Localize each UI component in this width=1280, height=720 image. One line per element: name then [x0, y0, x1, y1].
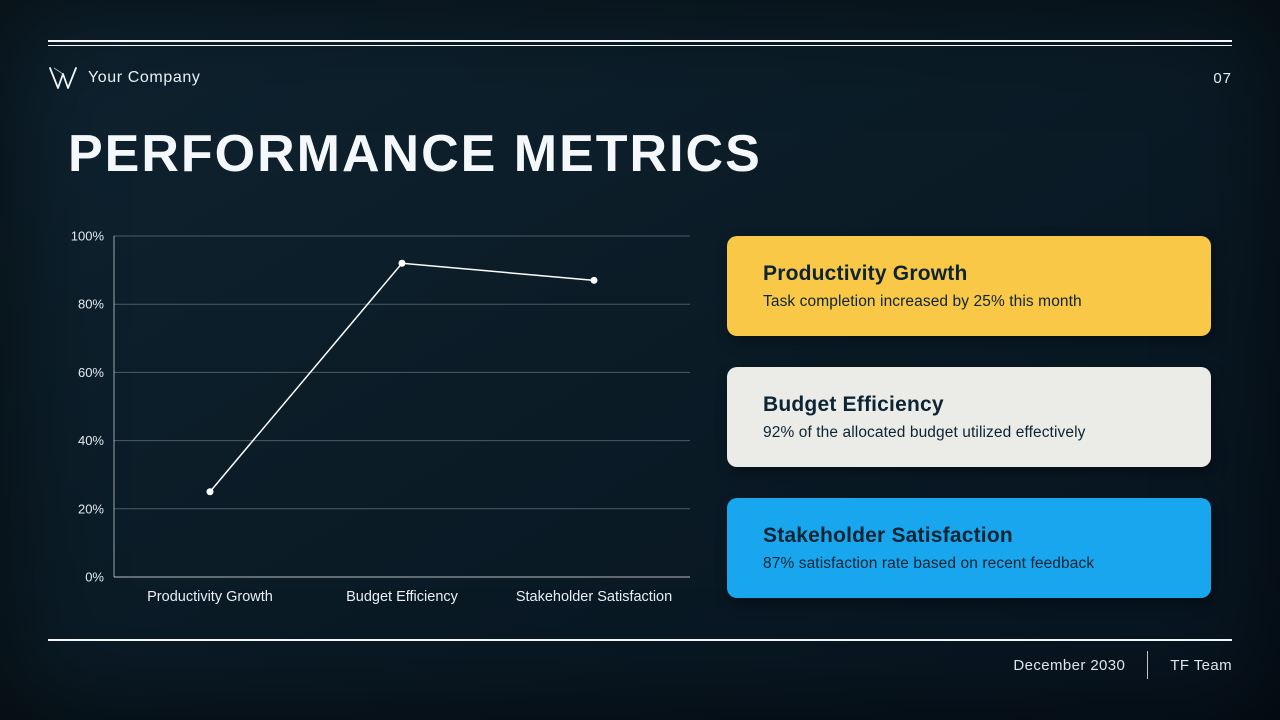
- svg-text:40%: 40%: [78, 433, 104, 448]
- svg-text:Productivity Growth: Productivity Growth: [147, 589, 273, 605]
- svg-text:Budget Efficiency: Budget Efficiency: [346, 589, 459, 605]
- svg-text:60%: 60%: [78, 365, 104, 380]
- card-stakeholder-satisfaction: Stakeholder Satisfaction 87% satisfactio…: [727, 498, 1211, 598]
- svg-text:80%: 80%: [78, 297, 104, 312]
- card-description: Task completion increased by 25% this mo…: [763, 292, 1082, 310]
- svg-text:100%: 100%: [71, 229, 105, 244]
- top-double-rule: [48, 40, 1232, 46]
- metrics-line-chart: 0% 20% 40% 60% 80% 100% Productivity Growth Bud…: [71, 229, 690, 605]
- footer-divider: [1147, 651, 1149, 679]
- card-title: Productivity Growth: [763, 261, 968, 285]
- card-budget-efficiency: Budget Efficiency 92% of the allocated b…: [727, 367, 1211, 467]
- company-logo: Your Company: [48, 66, 200, 90]
- metric-cards: Productivity Growth Task completion incr…: [727, 236, 1211, 598]
- page-title: PERFORMANCE METRICS: [68, 125, 762, 183]
- card-productivity-growth: Productivity Growth Task completion incr…: [727, 236, 1211, 336]
- card-title: Stakeholder Satisfaction: [763, 523, 1013, 547]
- svg-text:0%: 0%: [85, 570, 104, 585]
- page-number: 07: [1213, 69, 1232, 87]
- card-title: Budget Efficiency: [763, 392, 944, 416]
- footer-date: December 2030: [1013, 656, 1126, 674]
- svg-text:Stakeholder Satisfaction: Stakeholder Satisfaction: [516, 589, 672, 605]
- chart-container: 0% 20% 40% 60% 80% 100% Productivity Growth Bud…: [62, 222, 702, 622]
- card-description: 87% satisfaction rate based on recent fe…: [763, 554, 1095, 572]
- bottom-rule: [48, 639, 1232, 641]
- w-logo-icon: [49, 67, 77, 89]
- company-name: Your Company: [88, 69, 201, 86]
- footer-team: TF Team: [1170, 656, 1232, 674]
- card-description: 92% of the allocated budget utilized eff…: [763, 423, 1086, 441]
- slide-header: Your Company 07: [48, 66, 1232, 90]
- svg-text:20%: 20%: [78, 501, 104, 516]
- slide-footer: December 2030 TF Team: [1013, 651, 1232, 679]
